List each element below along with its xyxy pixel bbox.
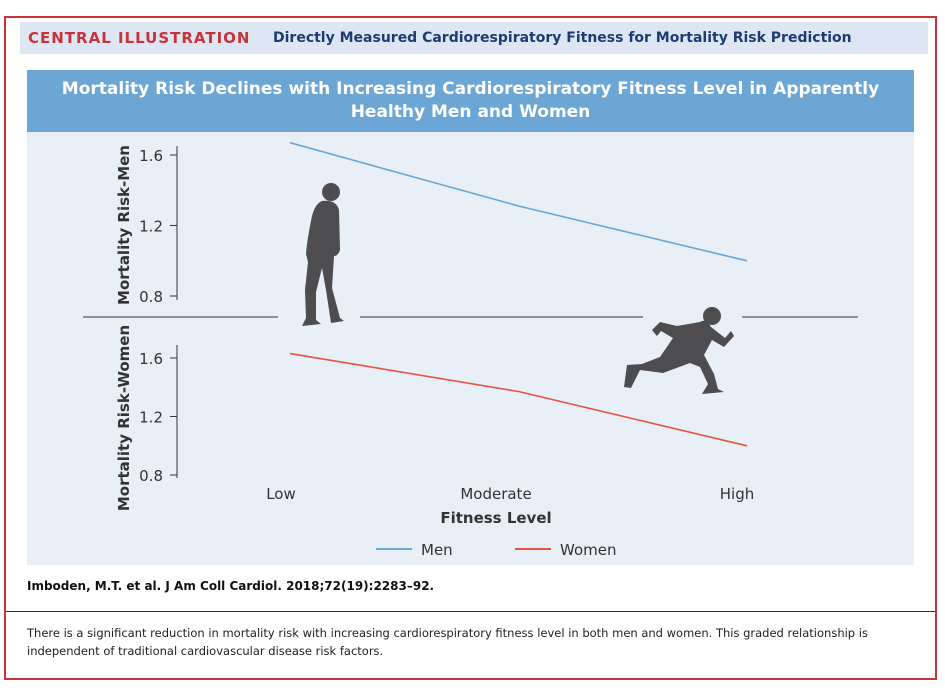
banner-line-1: Mortality Risk Declines with Increasing … — [61, 79, 880, 99]
series-line-women — [289, 352, 748, 447]
header-bar: CENTRAL ILLUSTRATION Directly Measured C… — [20, 22, 928, 54]
header-title: Directly Measured Cardiorespiratory Fitn… — [273, 30, 852, 46]
central-illustration-tag: CENTRAL ILLUSTRATION — [28, 29, 251, 47]
men-y-tick-label: 1.2 — [139, 218, 163, 236]
men-y-tick-label: 1.6 — [139, 147, 163, 165]
x-axis-title: Fitness Level — [440, 509, 551, 527]
running-person-icon — [624, 307, 734, 394]
x-tick-label: Low — [266, 485, 296, 503]
women-y-tick-label: 1.2 — [139, 409, 163, 427]
series-line-men — [289, 141, 748, 262]
men-y-tick-label: 0.8 — [139, 288, 163, 306]
women-y-tick-label: 0.8 — [139, 467, 163, 485]
legend-label-men: Men — [421, 541, 453, 559]
citation: Imboden, M.T. et al. J Am Coll Cardiol. … — [27, 579, 435, 593]
divider — [6, 611, 935, 612]
banner-line-2: Healthy Men and Women — [350, 102, 591, 122]
chart-banner: Mortality Risk Declines with Increasing … — [27, 70, 914, 132]
x-tick-label: High — [720, 485, 754, 503]
men-y-axis-title: Mortality Risk-Men — [115, 145, 133, 305]
women-y-axis-title: Mortality Risk-Women — [115, 325, 133, 511]
legend-label-women: Women — [560, 541, 616, 559]
x-tick-label: Moderate — [460, 485, 531, 503]
walking-person-icon — [302, 183, 344, 326]
caption: There is a significant reduction in mort… — [27, 626, 868, 658]
women-y-tick-label: 1.6 — [139, 350, 163, 368]
